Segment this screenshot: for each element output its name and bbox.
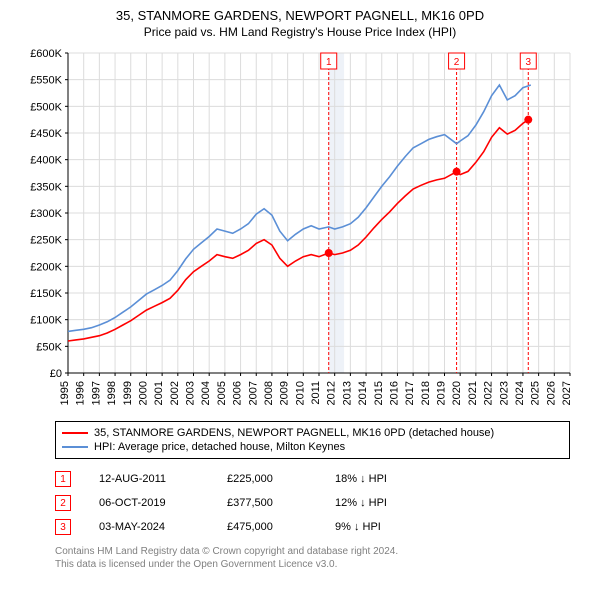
legend-item-subject: 35, STANMORE GARDENS, NEWPORT PAGNELL, M…	[62, 426, 563, 440]
svg-text:2002: 2002	[169, 381, 181, 405]
legend-item-hpi: HPI: Average price, detached house, Milt…	[62, 440, 563, 454]
svg-text:2012: 2012	[326, 381, 338, 405]
svg-text:£550K: £550K	[30, 75, 62, 87]
svg-text:1997: 1997	[90, 381, 102, 405]
marker-number-box: 2	[55, 495, 71, 511]
marker-price: £475,000	[227, 521, 307, 533]
svg-text:1999: 1999	[122, 381, 134, 405]
svg-text:£0: £0	[50, 368, 62, 380]
svg-text:2: 2	[454, 57, 460, 68]
svg-text:2027: 2027	[561, 381, 573, 405]
svg-text:£300K: £300K	[30, 208, 62, 220]
svg-text:1995: 1995	[59, 381, 71, 405]
svg-text:2011: 2011	[310, 381, 322, 405]
svg-text:2015: 2015	[373, 381, 385, 405]
svg-text:£50K: £50K	[36, 341, 62, 353]
marker-diff: 12% ↓ HPI	[335, 497, 435, 509]
svg-text:2019: 2019	[436, 381, 448, 405]
svg-text:2020: 2020	[451, 381, 463, 405]
marker-diff: 18% ↓ HPI	[335, 473, 435, 485]
marker-date: 12-AUG-2011	[99, 473, 199, 485]
svg-text:2007: 2007	[247, 381, 259, 405]
svg-text:£250K: £250K	[30, 235, 62, 247]
footnote-line: This data is licensed under the Open Gov…	[55, 558, 570, 571]
marker-number-box: 3	[55, 519, 71, 535]
svg-text:2018: 2018	[420, 381, 432, 405]
svg-text:2010: 2010	[294, 381, 306, 405]
svg-text:2025: 2025	[530, 381, 542, 405]
svg-text:3: 3	[525, 57, 531, 68]
chart-title: 35, STANMORE GARDENS, NEWPORT PAGNELL, M…	[0, 0, 600, 23]
marker-row: 1 12-AUG-2011 £225,000 18% ↓ HPI	[55, 467, 570, 491]
svg-text:2022: 2022	[483, 381, 495, 405]
footnote-line: Contains HM Land Registry data © Crown c…	[55, 545, 570, 558]
footnote: Contains HM Land Registry data © Crown c…	[55, 545, 570, 571]
svg-text:2013: 2013	[341, 381, 353, 405]
svg-text:2023: 2023	[498, 381, 510, 405]
svg-text:£400K: £400K	[30, 155, 62, 167]
svg-text:£150K: £150K	[30, 288, 62, 300]
svg-text:2005: 2005	[216, 381, 228, 405]
svg-text:2003: 2003	[185, 381, 197, 405]
svg-text:1996: 1996	[75, 381, 87, 405]
svg-text:£500K: £500K	[30, 101, 62, 113]
svg-text:2026: 2026	[545, 381, 557, 405]
svg-text:2008: 2008	[263, 381, 275, 405]
legend-label: HPI: Average price, detached house, Milt…	[94, 441, 345, 453]
svg-text:2021: 2021	[467, 381, 479, 405]
svg-text:2016: 2016	[388, 381, 400, 405]
legend-swatch	[62, 446, 88, 448]
svg-text:£450K: £450K	[30, 128, 62, 140]
svg-text:2001: 2001	[153, 381, 165, 405]
svg-text:2000: 2000	[137, 381, 149, 405]
svg-text:2009: 2009	[279, 381, 291, 405]
marker-diff: 9% ↓ HPI	[335, 521, 435, 533]
chart-area: 1 2 3 £0 £50K £100K £150K £200K £250K £300K £350K £…	[20, 45, 580, 415]
legend: 35, STANMORE GARDENS, NEWPORT PAGNELL, M…	[55, 421, 570, 459]
svg-text:2014: 2014	[357, 381, 369, 405]
svg-text:2006: 2006	[232, 381, 244, 405]
chart-subtitle: Price paid vs. HM Land Registry's House …	[0, 23, 600, 45]
marker-price: £377,500	[227, 497, 307, 509]
marker-row: 3 03-MAY-2024 £475,000 9% ↓ HPI	[55, 515, 570, 539]
marker-date: 03-MAY-2024	[99, 521, 199, 533]
line-chart-svg: 1 2 3 £0 £50K £100K £150K £200K £250K £300K £350K £…	[20, 45, 580, 415]
marker-number-box: 1	[55, 471, 71, 487]
svg-text:£100K: £100K	[30, 315, 62, 327]
svg-text:£350K: £350K	[30, 181, 62, 193]
svg-text:2017: 2017	[404, 381, 416, 405]
marker-price: £225,000	[227, 473, 307, 485]
marker-date: 06-OCT-2019	[99, 497, 199, 509]
svg-text:2004: 2004	[200, 381, 212, 405]
svg-text:1: 1	[326, 57, 332, 68]
svg-text:1998: 1998	[106, 381, 118, 405]
svg-text:2024: 2024	[514, 381, 526, 405]
marker-row: 2 06-OCT-2019 £377,500 12% ↓ HPI	[55, 491, 570, 515]
legend-label: 35, STANMORE GARDENS, NEWPORT PAGNELL, M…	[94, 427, 494, 439]
marker-table: 1 12-AUG-2011 £225,000 18% ↓ HPI 2 06-OC…	[55, 467, 570, 539]
legend-swatch	[62, 432, 88, 434]
svg-text:£200K: £200K	[30, 261, 62, 273]
svg-text:£600K: £600K	[30, 48, 62, 60]
